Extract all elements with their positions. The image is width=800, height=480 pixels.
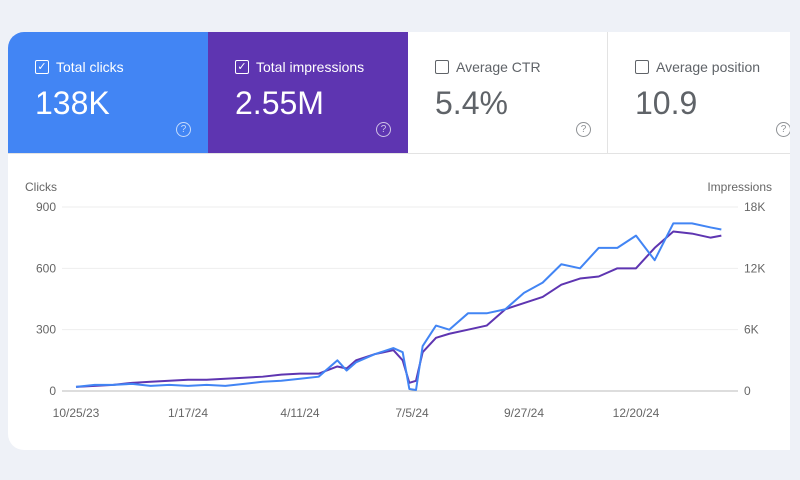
y-tick-label-right: 12K	[744, 261, 765, 275]
performance-card: ✓ Total clicks 138K ? ✓ Total impressions …	[8, 32, 800, 450]
metric-tile-total-clicks[interactable]: ✓ Total clicks 138K ?	[8, 32, 208, 153]
metric-label: Average position	[656, 59, 761, 75]
x-tick-label: 9/27/24	[504, 406, 544, 420]
checkbox-checked-icon[interactable]: ✓	[35, 60, 49, 74]
help-icon[interactable]: ?	[376, 122, 391, 137]
metric-label: Total impressions	[256, 59, 365, 75]
x-tick-label: 12/20/24	[613, 406, 660, 420]
y-tick-label-left: 0	[49, 384, 56, 398]
metric-tile-total-impressions[interactable]: ✓ Total impressions 2.55M ?	[208, 32, 408, 153]
y-axis-label-right: Impressions	[707, 180, 772, 194]
y-tick-label-left: 900	[36, 200, 56, 214]
metric-label: Average CTR	[456, 59, 541, 75]
checkbox-unchecked-icon[interactable]	[635, 60, 649, 74]
checkbox-checked-icon[interactable]: ✓	[235, 60, 249, 74]
metric-value: 5.4%	[435, 85, 508, 121]
metric-tile-average-position[interactable]: Average position 10.9 ?	[608, 32, 800, 153]
metric-label: Total clicks	[56, 59, 124, 75]
x-tick-label: 7/5/24	[395, 406, 429, 420]
metric-tile-average-ctr[interactable]: Average CTR 5.4% ?	[408, 32, 608, 153]
series-line-clicks	[75, 222, 722, 391]
metric-value: 10.9	[635, 85, 698, 121]
x-tick-label: 1/17/24	[168, 406, 208, 420]
series-line-impressions	[75, 230, 722, 388]
y-tick-label-right: 0	[744, 384, 751, 398]
y-tick-label-right: 18K	[744, 200, 765, 214]
x-tick-label: 4/11/24	[280, 406, 319, 420]
metric-tiles: ✓ Total clicks 138K ? ✓ Total impressions …	[8, 32, 800, 154]
x-tick-label: 10/25/23	[53, 406, 100, 420]
y-tick-label-right: 6K	[744, 323, 759, 337]
help-icon[interactable]: ?	[176, 122, 191, 137]
checkbox-unchecked-icon[interactable]	[435, 60, 449, 74]
y-tick-label-left: 600	[36, 261, 56, 275]
metric-value: 138K	[35, 85, 110, 121]
y-axis-label-left: Clicks	[25, 180, 57, 194]
help-icon[interactable]: ?	[576, 122, 591, 137]
y-tick-label-left: 300	[36, 323, 56, 337]
metric-value: 2.55M	[235, 85, 324, 121]
